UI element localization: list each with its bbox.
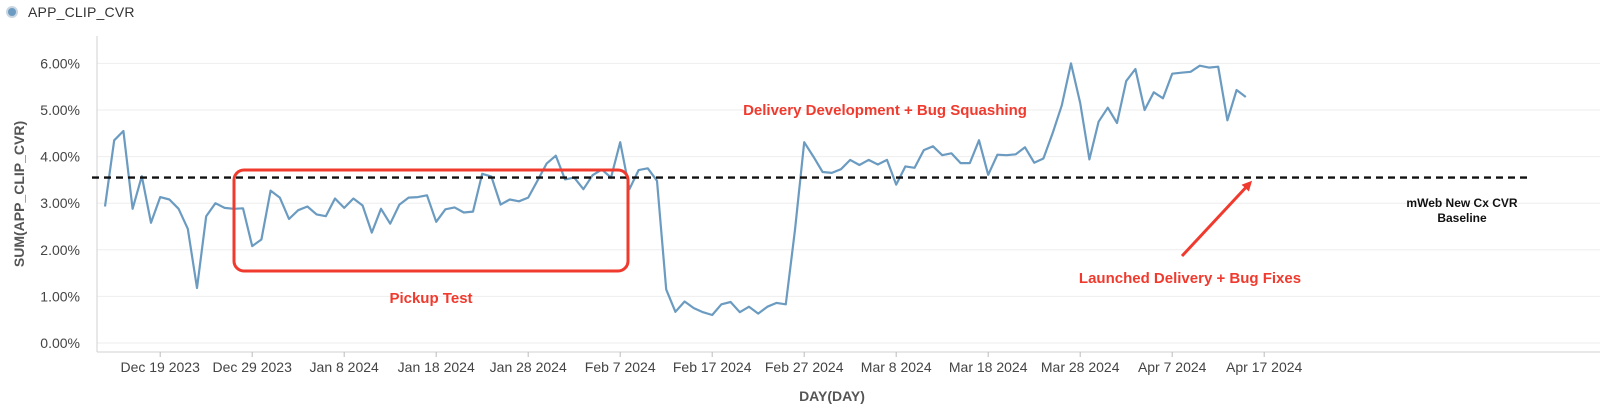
gridlines [97, 62, 1600, 344]
x-tick-label: Apr 17 2024 [1226, 359, 1302, 375]
x-tick-label: Mar 28 2024 [1041, 359, 1120, 375]
x-tick-label: Jan 18 2024 [398, 359, 475, 375]
y-tick-label: 3.00% [40, 195, 80, 211]
x-axis-title: DAY(DAY) [799, 388, 865, 404]
x-tick-label: Mar 18 2024 [949, 359, 1028, 375]
x-tick-labels: Dec 19 2023 Dec 29 2023 Jan 8 2024 Jan 18 2… [120, 352, 1303, 375]
x-tick-label: Feb 17 2024 [673, 359, 752, 375]
launch-arrow [1180, 180, 1253, 258]
pickup-test-highlight-box [232, 168, 630, 273]
legend-label: APP_CLIP_CVR [28, 4, 135, 20]
x-tick-label: Dec 19 2023 [120, 359, 200, 375]
x-tick-label: Feb 27 2024 [765, 359, 844, 375]
x-tick-label: Feb 7 2024 [585, 359, 656, 375]
x-tick-label: Mar 8 2024 [861, 359, 932, 375]
y-tick-label: 2.00% [40, 242, 80, 258]
x-tick-label: Dec 29 2023 [212, 359, 292, 375]
legend-marker-icon [6, 6, 18, 18]
pickup-test-annotation: Pickup Test [389, 290, 472, 307]
y-tick-label: 0.00% [40, 335, 80, 351]
y-tick-label: 5.00% [40, 102, 80, 118]
series-line-app-clip-cvr [103, 62, 1247, 317]
x-tick-label: Apr 7 2024 [1138, 359, 1207, 375]
y-tick-label: 1.00% [40, 288, 80, 304]
y-tick-labels: 0.00% 1.00% 2.00% 3.00% 4.00% 5.00% 6.00% [40, 55, 80, 351]
y-tick-label: 4.00% [40, 149, 80, 165]
y-tick-label: 6.00% [40, 55, 80, 71]
legend[interactable]: APP_CLIP_CVR [6, 3, 135, 21]
x-tick-label: Jan 8 2024 [310, 359, 379, 375]
x-tick-label: Jan 28 2024 [490, 359, 567, 375]
baseline-label-line1: mWeb New Cx CVR [1406, 196, 1517, 210]
y-axis-title: SUM(APP_CLIP_CVR) [11, 121, 27, 267]
delivery-development-annotation: Delivery Development + Bug Squashing [743, 102, 1027, 119]
baseline-label-line2: Baseline [1437, 211, 1487, 225]
launched-delivery-annotation: Launched Delivery + Bug Fixes [1079, 270, 1301, 287]
